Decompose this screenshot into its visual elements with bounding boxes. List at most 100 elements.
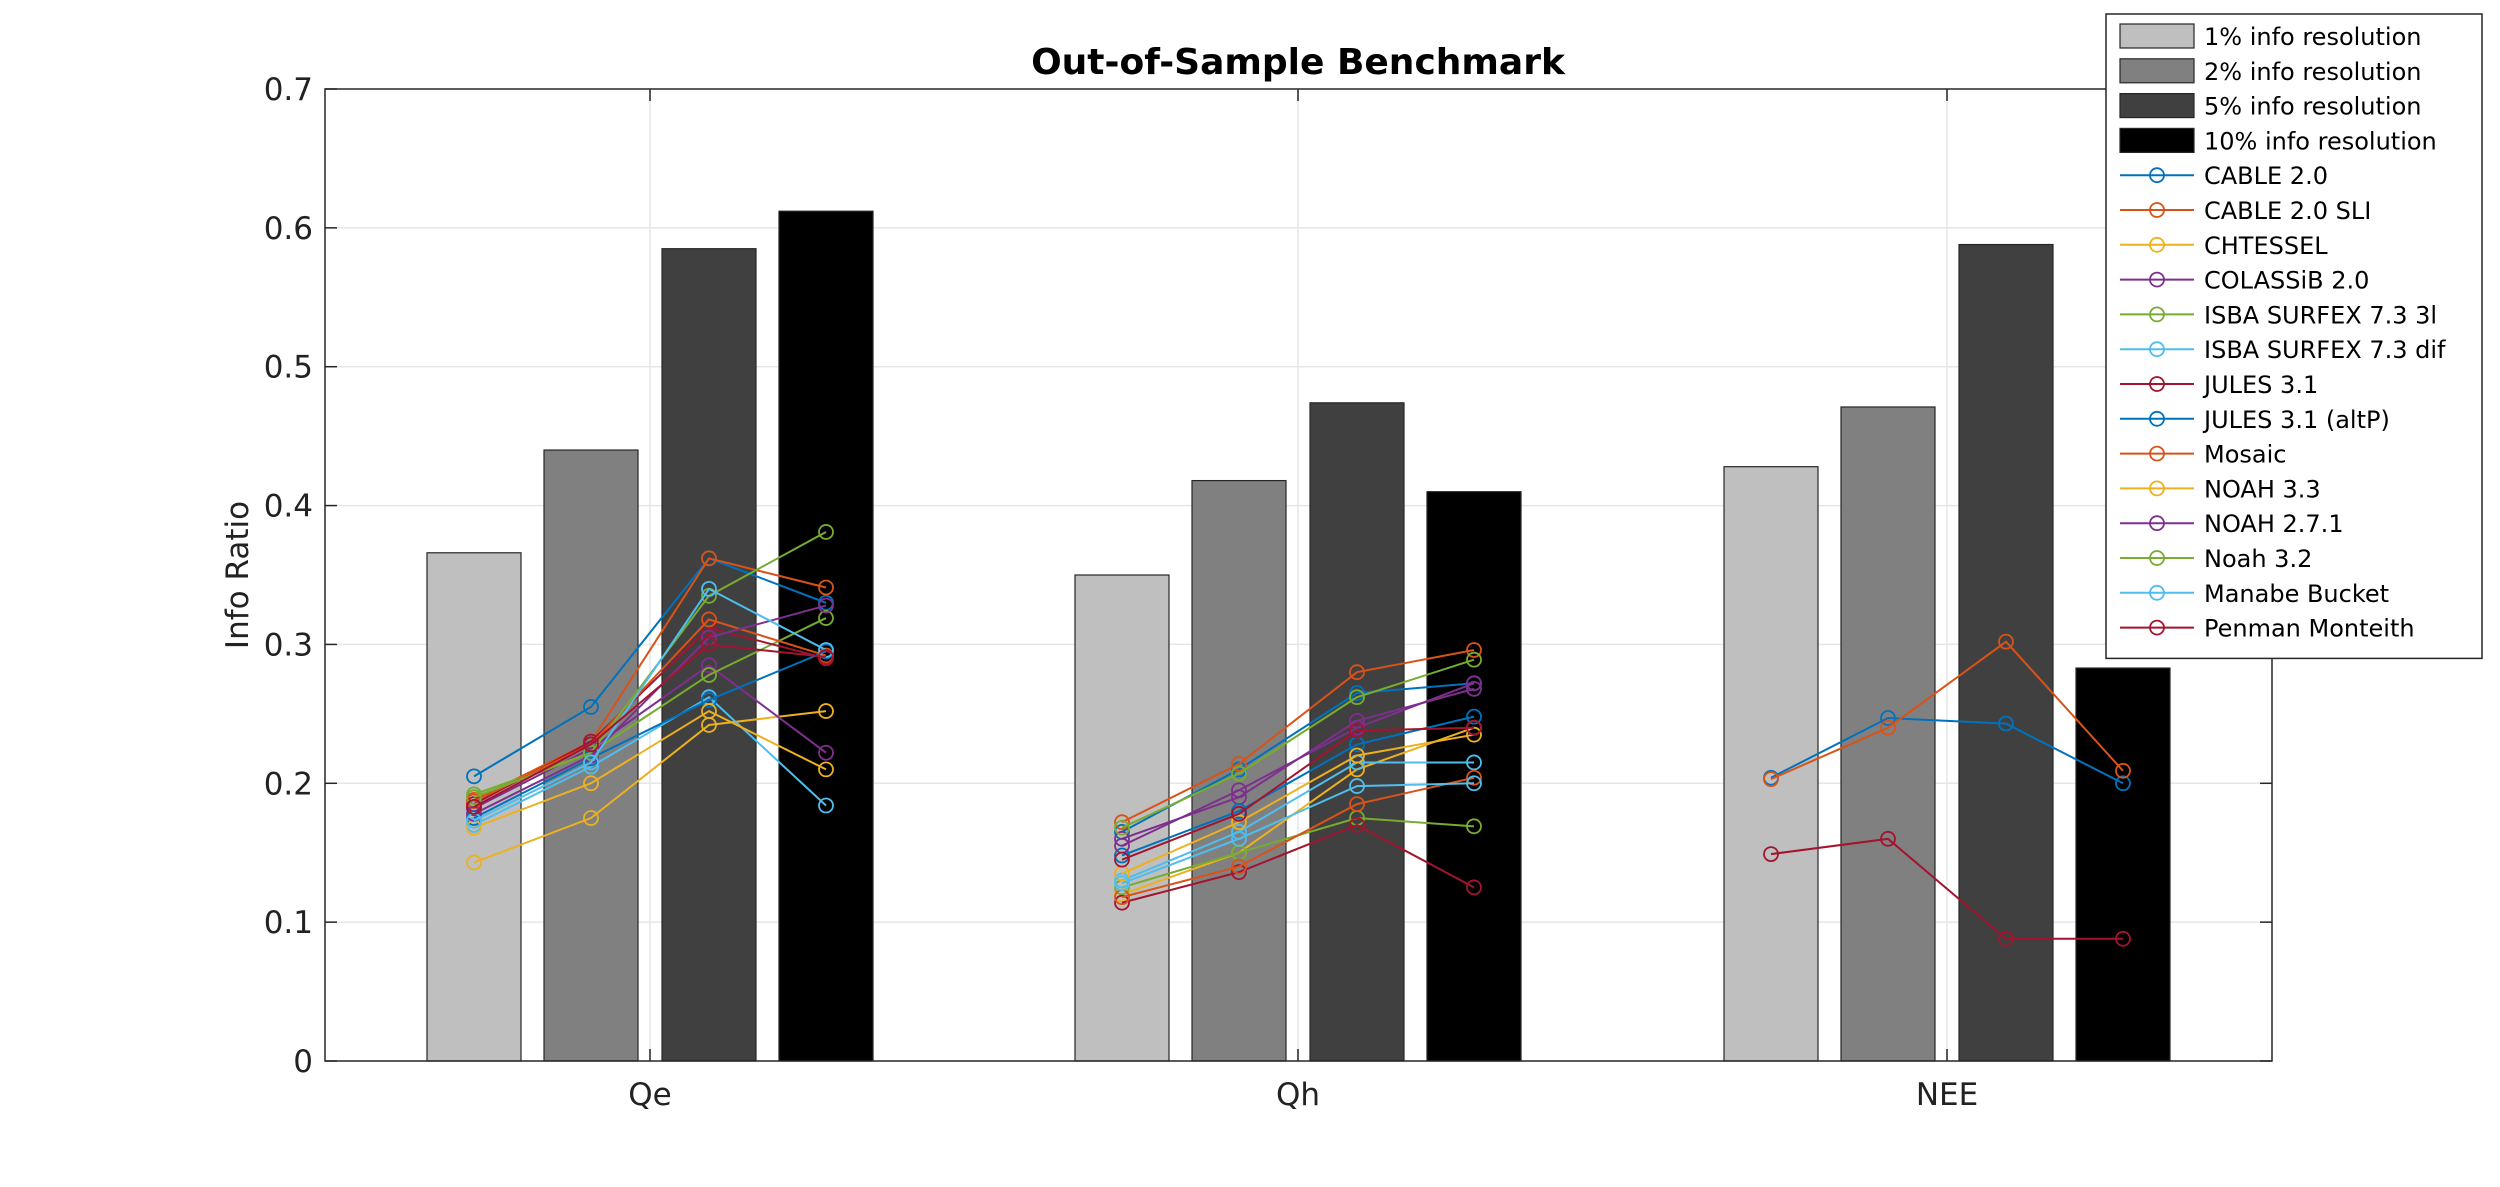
data-point	[1466, 879, 1482, 896]
data-point	[701, 667, 717, 683]
data-point	[1998, 930, 2014, 947]
data-point	[701, 636, 717, 653]
data-point	[2115, 930, 2131, 947]
data-point	[1763, 771, 1779, 788]
legend-label: Mosaic	[2204, 441, 2286, 469]
data-point	[1349, 664, 1365, 681]
legend-marker	[2149, 445, 2165, 462]
data-point	[1466, 726, 1482, 743]
data-point	[1763, 846, 1779, 863]
series-line	[1121, 782, 1475, 885]
legend-label: COLASSiB 2.0	[2204, 267, 2369, 295]
series-line	[1770, 640, 2124, 781]
legend-marker	[2149, 584, 2165, 601]
data-point	[701, 611, 717, 628]
data-point	[1466, 719, 1482, 736]
y-tick-label: 0.7	[264, 72, 313, 108]
legend-marker	[2149, 550, 2165, 566]
data-point	[466, 768, 482, 785]
legend-label: CHTESSEL	[2204, 232, 2328, 260]
series-line	[473, 709, 827, 829]
legend-marker	[2149, 236, 2165, 253]
data-point	[1231, 814, 1247, 831]
data-point	[1466, 642, 1482, 658]
data-point	[701, 550, 717, 567]
legend-label: 10% info resolution	[2204, 127, 2437, 155]
legend-marker	[2149, 341, 2165, 358]
data-point	[1114, 847, 1130, 864]
series-line	[1121, 682, 1475, 847]
legend-label: Penman Monteith	[2204, 615, 2415, 643]
bar	[1309, 402, 1405, 1062]
data-point	[583, 810, 599, 826]
y-tick-label: 0.5	[264, 350, 313, 386]
series-line	[473, 557, 827, 778]
data-point	[1114, 894, 1130, 911]
bar	[1074, 574, 1170, 1062]
data-point	[583, 736, 599, 753]
legend-swatch	[2119, 92, 2195, 119]
data-point	[583, 699, 599, 715]
series-line	[473, 710, 827, 864]
data-point	[701, 692, 717, 708]
data-point	[1231, 864, 1247, 881]
data-point	[1231, 755, 1247, 772]
legend-swatch	[2119, 23, 2195, 49]
series-line	[473, 604, 827, 815]
legend-label: NOAH 3.3	[2204, 475, 2321, 503]
data-point	[1466, 754, 1482, 771]
series-line	[1121, 715, 1475, 857]
data-point	[1880, 830, 1896, 847]
chart-title: Out-of-Sample Benchmark	[1031, 42, 1566, 83]
grid-lines	[325, 89, 2272, 1061]
data-point	[1998, 633, 2014, 650]
series-line	[473, 695, 827, 826]
legend-marker	[2149, 410, 2165, 427]
legend-label: JULES 3.1	[2202, 371, 2318, 399]
y-tick-label: 0.3	[264, 627, 313, 663]
data-point	[1231, 830, 1247, 847]
series-line	[1121, 776, 1475, 899]
legend: 1% info resolution 2% info resolution 5% i…	[2105, 13, 2483, 660]
bar	[661, 248, 757, 1062]
y-tick-label: 0.4	[264, 489, 313, 525]
data-point	[818, 797, 834, 814]
legend-label: CABLE 2.0 SLI	[2204, 197, 2371, 225]
series-line	[1121, 726, 1475, 861]
data-point	[1114, 819, 1130, 836]
legend-swatch	[2119, 58, 2195, 84]
data-point	[818, 703, 834, 719]
series-line	[1121, 823, 1475, 904]
data-point	[1349, 796, 1365, 813]
data-point	[466, 789, 482, 806]
series-line	[473, 587, 827, 822]
legend-marker	[2149, 515, 2165, 532]
data-point	[818, 744, 834, 761]
x-tick-label: NEE	[1916, 1077, 1978, 1113]
data-point	[1231, 765, 1247, 782]
data-point	[1349, 778, 1365, 794]
y-tick-label: 0.6	[264, 211, 313, 247]
y-axis-label: Info Ratio	[220, 501, 256, 649]
legend-label: Noah 3.2	[2204, 545, 2312, 573]
data-point	[818, 642, 834, 658]
legend-box	[2105, 13, 2483, 660]
legend-marker	[2149, 202, 2165, 218]
legend-label: NOAH 2.7.1	[2204, 510, 2344, 538]
data-point	[1349, 747, 1365, 764]
data-point	[818, 761, 834, 778]
data-point	[818, 579, 834, 596]
legend-label: ISBA SURFEX 7.3 dif	[2204, 336, 2446, 364]
legend-marker	[2149, 306, 2165, 323]
data-point	[1466, 818, 1482, 835]
model-lines-group	[466, 524, 2131, 947]
legend-label: 2% info resolution	[2204, 58, 2422, 86]
series-line	[1121, 726, 1475, 896]
series-line	[1121, 733, 1475, 875]
legend-label: 1% info resolution	[2204, 23, 2422, 51]
x-tick-label: Qh	[1276, 1077, 1320, 1113]
data-point	[1466, 675, 1482, 692]
data-point	[701, 580, 717, 597]
data-point	[1231, 858, 1247, 875]
series-line	[1121, 658, 1475, 829]
